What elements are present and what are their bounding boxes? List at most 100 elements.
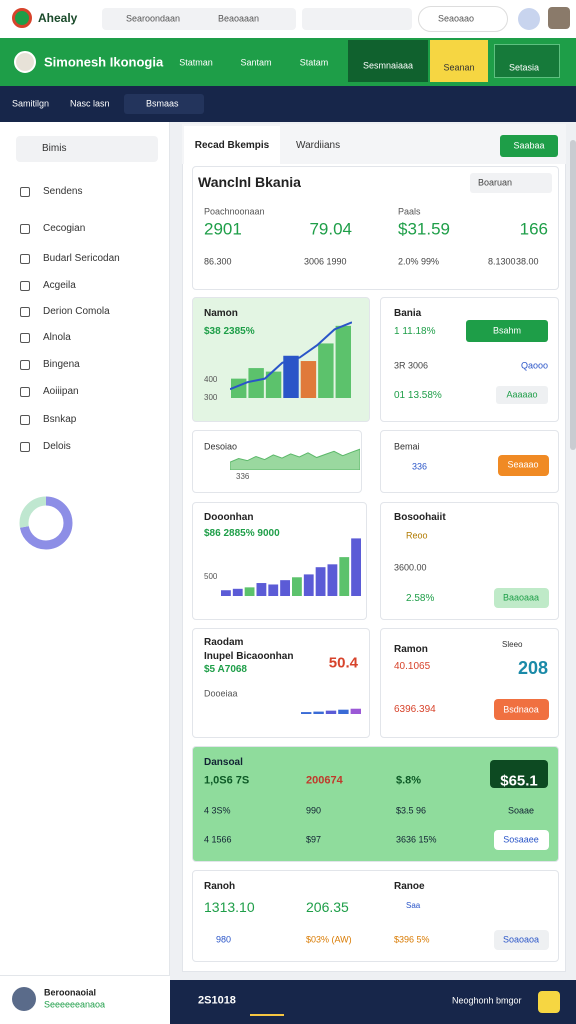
label: 1 11.18% [394,326,436,337]
button[interactable] [494,588,549,608]
search-box[interactable] [418,6,508,32]
tab[interactable] [494,44,560,78]
label: Ranoe [394,881,425,892]
button-text[interactable]: Bsahm [492,325,522,336]
label: 40.1065 [394,661,431,672]
footer-tab[interactable] [250,984,284,1016]
button[interactable] [466,320,548,342]
link[interactable]: Neoghonh bmgor [452,995,522,1006]
tab[interactable]: Wardiians [296,140,341,151]
tab[interactable]: Recad Bkempis [194,140,270,151]
chart [230,448,360,470]
button[interactable] [496,386,548,404]
label: 1313.10 [204,899,255,915]
icon [20,442,30,452]
button-text[interactable]: Baaoaaa [502,592,540,603]
button-text[interactable]: Bsdnaoa [503,704,539,715]
button[interactable] [494,930,549,950]
button[interactable] [500,135,558,157]
label: 208 [517,658,548,678]
bar [339,557,350,596]
nav-item[interactable]: Nasc lasn [70,98,110,109]
stat: 166 [519,219,548,239]
tab[interactable] [184,126,280,164]
label: Poachnoonaan [204,206,265,217]
chart-card [192,502,367,620]
scrollbar[interactable] [570,140,576,450]
label: Saa [406,901,421,910]
tab[interactable]: Seanan [443,62,475,73]
button[interactable] [494,699,549,720]
avatar[interactable] [548,7,570,29]
button[interactable] [498,455,549,476]
label: Beroonaoial [44,987,97,998]
sidebar [0,122,170,980]
nav-item[interactable]: Bsnkap [43,414,77,425]
label: $03% (AW) [306,934,352,945]
button[interactable] [494,830,549,850]
label: 6396.394 [394,704,436,715]
nav-item[interactable]: Sendens [43,186,83,197]
search-box[interactable] [102,8,296,30]
label: 86.300 [204,256,232,267]
search-box[interactable] [470,173,552,193]
tab[interactable]: Santam [240,57,272,68]
label: 4 3S% [204,805,231,816]
button-text[interactable]: Seaaao [507,459,539,470]
tab[interactable]: Statman [179,57,213,68]
label: Ramon [394,644,428,655]
search-box[interactable] [302,8,412,30]
label: Raodam [204,637,244,648]
tab[interactable]: Statam [299,57,329,68]
nav-item[interactable]: Derion Comola [43,306,110,317]
label: Inupel Bicaoonhan [204,651,294,662]
bar [318,343,334,398]
label: Seeeeeeanaoa [44,999,106,1010]
button-text[interactable]: Saabaa [513,140,545,151]
label: Bemai [394,441,420,452]
label: Desoiao [204,441,238,452]
label: 50.4 [328,654,358,672]
nav-item[interactable]: Alnola [43,332,71,343]
search-text[interactable]: Bimis [42,143,67,154]
dropdown[interactable] [124,94,204,114]
nav-item[interactable]: Bingena [43,359,80,370]
tab[interactable]: Setasia [508,62,540,73]
nav-item[interactable]: Samitilgn [12,98,50,109]
label: 2S1018 [198,994,236,1007]
label: 500 [204,572,218,581]
nav-item[interactable]: Cecogian [43,223,86,234]
bar [325,710,337,714]
icon [20,307,30,317]
tab[interactable]: Sesmnaiaaa [362,60,414,71]
label: Seaoaao [438,13,475,24]
bar [232,588,243,596]
label: Sosaaee [503,834,539,845]
label: $65.1 [500,772,538,790]
label: 01 13.58% [394,390,442,401]
label: Reoo [406,530,428,541]
tab[interactable] [348,40,428,82]
nav-item[interactable]: Budarl Sericodan [43,253,120,264]
bar [315,567,326,596]
stat: $31.59 [398,219,450,239]
stat: 2901 [204,219,242,239]
sidebar-search[interactable] [16,136,158,162]
nav-item[interactable]: Bsmaas [146,98,179,109]
bar [268,584,279,596]
label: $97 [306,834,322,845]
donut-segment [19,496,73,550]
button-text[interactable]: Aaaaao [506,389,538,400]
tab[interactable] [430,40,488,82]
link[interactable]: Qaooo [520,360,548,371]
button-text[interactable]: Soaoaoa [502,934,540,945]
footer-button[interactable] [538,991,560,1013]
nav-item[interactable]: Acgeila [43,280,76,291]
label: 980 [216,934,232,945]
nav-item[interactable]: Delois [43,441,71,452]
line [230,321,352,391]
icon[interactable] [518,8,540,30]
label: Beaoaaan [218,13,260,24]
nav-item[interactable]: Aoiiipan [43,386,79,397]
